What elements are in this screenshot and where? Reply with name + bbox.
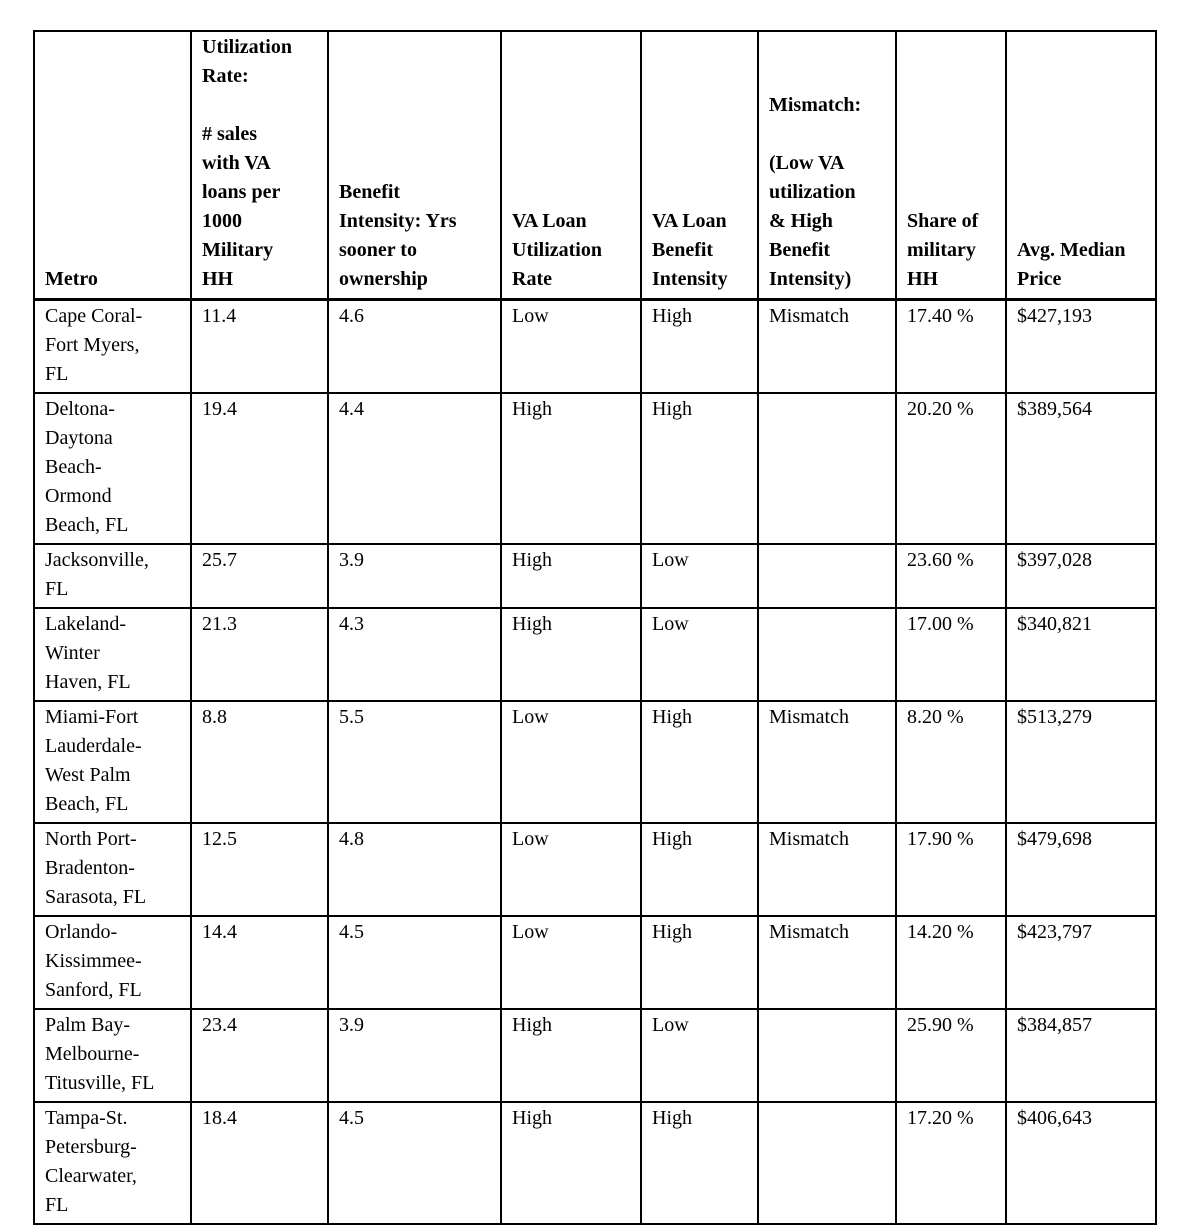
cell-va-loan-benefit-intensity: Low: [640, 543, 759, 609]
cell-avg-median-price: $513,279: [1005, 700, 1157, 824]
cell-share-military-hh: 17.00 %: [895, 607, 1007, 702]
cell-va-loan-benefit-intensity: High: [640, 915, 759, 1010]
header-va-loan-utilization-rate: VA Loan Utilization Rate: [500, 30, 642, 301]
cell-metro: Deltona- Daytona Beach- Ormond Beach, FL: [33, 392, 192, 545]
cell-mismatch: Mismatch: [757, 298, 897, 394]
header-benefit-intensity: Benefit Intensity: Yrs sooner to ownersh…: [327, 30, 502, 301]
cell-avg-median-price: $340,821: [1005, 607, 1157, 702]
cell-share-military-hh: 20.20 %: [895, 392, 1007, 545]
cell-va-loan-utilization-rate: Low: [500, 700, 642, 824]
cell-mismatch: [757, 607, 897, 702]
cell-metro: Miami-Fort Lauderdale- West Palm Beach, …: [33, 700, 192, 824]
cell-utilization-rate: 25.7: [190, 543, 329, 609]
cell-va-loan-utilization-rate: High: [500, 607, 642, 702]
cell-benefit-intensity: 3.9: [327, 1008, 502, 1103]
table-row: Lakeland- Winter Haven, FL 21.3 4.3 High…: [33, 607, 1157, 702]
cell-benefit-intensity: 4.8: [327, 822, 502, 917]
cell-utilization-rate: 8.8: [190, 700, 329, 824]
cell-mismatch: Mismatch: [757, 700, 897, 824]
cell-utilization-rate: 21.3: [190, 607, 329, 702]
cell-va-loan-utilization-rate: High: [500, 392, 642, 545]
cell-metro: Lakeland- Winter Haven, FL: [33, 607, 192, 702]
cell-share-military-hh: 17.90 %: [895, 822, 1007, 917]
cell-va-loan-utilization-rate: Low: [500, 915, 642, 1010]
va-loan-metro-table: Metro Utilization Rate: # sales with VA …: [33, 30, 1157, 1225]
header-utilization-rate: Utilization Rate: # sales with VA loans …: [190, 30, 329, 301]
header-row: Metro Utilization Rate: # sales with VA …: [33, 30, 1157, 301]
header-metro: Metro: [33, 30, 192, 301]
cell-share-military-hh: 14.20 %: [895, 915, 1007, 1010]
cell-metro: Tampa-St. Petersburg- Clearwater, FL: [33, 1101, 192, 1225]
cell-va-loan-benefit-intensity: High: [640, 1101, 759, 1225]
cell-share-military-hh: 25.90 %: [895, 1008, 1007, 1103]
cell-va-loan-benefit-intensity: Low: [640, 607, 759, 702]
cell-benefit-intensity: 3.9: [327, 543, 502, 609]
cell-avg-median-price: $423,797: [1005, 915, 1157, 1010]
cell-utilization-rate: 12.5: [190, 822, 329, 917]
cell-va-loan-utilization-rate: High: [500, 543, 642, 609]
cell-avg-median-price: $389,564: [1005, 392, 1157, 545]
cell-va-loan-utilization-rate: High: [500, 1008, 642, 1103]
cell-mismatch: [757, 1101, 897, 1225]
header-mismatch: Mismatch: (Low VA utilization & High Ben…: [757, 30, 897, 301]
cell-benefit-intensity: 5.5: [327, 700, 502, 824]
cell-mismatch: [757, 1008, 897, 1103]
cell-metro: Cape Coral- Fort Myers, FL: [33, 298, 192, 394]
cell-benefit-intensity: 4.5: [327, 915, 502, 1010]
cell-va-loan-benefit-intensity: High: [640, 392, 759, 545]
cell-benefit-intensity: 4.6: [327, 298, 502, 394]
table-row: Jacksonville, FL 25.7 3.9 High Low 23.60…: [33, 543, 1157, 609]
table-row: Deltona- Daytona Beach- Ormond Beach, FL…: [33, 392, 1157, 545]
header-share-military-hh: Share of military HH: [895, 30, 1007, 301]
cell-mismatch: Mismatch: [757, 915, 897, 1010]
table-row: Orlando- Kissimmee- Sanford, FL 14.4 4.5…: [33, 915, 1157, 1010]
cell-va-loan-utilization-rate: Low: [500, 298, 642, 394]
cell-utilization-rate: 14.4: [190, 915, 329, 1010]
cell-mismatch: Mismatch: [757, 822, 897, 917]
cell-metro: Jacksonville, FL: [33, 543, 192, 609]
header-va-loan-benefit-intensity: VA Loan Benefit Intensity: [640, 30, 759, 301]
cell-va-loan-benefit-intensity: High: [640, 700, 759, 824]
table-row: Palm Bay- Melbourne- Titusville, FL 23.4…: [33, 1008, 1157, 1103]
cell-utilization-rate: 11.4: [190, 298, 329, 394]
cell-benefit-intensity: 4.4: [327, 392, 502, 545]
cell-mismatch: [757, 543, 897, 609]
cell-avg-median-price: $479,698: [1005, 822, 1157, 917]
cell-utilization-rate: 18.4: [190, 1101, 329, 1225]
cell-va-loan-utilization-rate: High: [500, 1101, 642, 1225]
table-row: North Port- Bradenton- Sarasota, FL 12.5…: [33, 822, 1157, 917]
cell-avg-median-price: $397,028: [1005, 543, 1157, 609]
cell-metro: Orlando- Kissimmee- Sanford, FL: [33, 915, 192, 1010]
cell-share-military-hh: 17.20 %: [895, 1101, 1007, 1225]
header-avg-median-price: Avg. Median Price: [1005, 30, 1157, 301]
cell-share-military-hh: 23.60 %: [895, 543, 1007, 609]
table-row: Miami-Fort Lauderdale- West Palm Beach, …: [33, 700, 1157, 824]
cell-metro: Palm Bay- Melbourne- Titusville, FL: [33, 1008, 192, 1103]
cell-share-military-hh: 17.40 %: [895, 298, 1007, 394]
cell-va-loan-benefit-intensity: Low: [640, 1008, 759, 1103]
cell-metro: North Port- Bradenton- Sarasota, FL: [33, 822, 192, 917]
table-row: Cape Coral- Fort Myers, FL 11.4 4.6 Low …: [33, 298, 1157, 394]
table-row: Tampa-St. Petersburg- Clearwater, FL 18.…: [33, 1101, 1157, 1225]
cell-avg-median-price: $427,193: [1005, 298, 1157, 394]
cell-mismatch: [757, 392, 897, 545]
cell-avg-median-price: $406,643: [1005, 1101, 1157, 1225]
cell-va-loan-benefit-intensity: High: [640, 822, 759, 917]
cell-utilization-rate: 19.4: [190, 392, 329, 545]
cell-benefit-intensity: 4.5: [327, 1101, 502, 1225]
cell-share-military-hh: 8.20 %: [895, 700, 1007, 824]
cell-utilization-rate: 23.4: [190, 1008, 329, 1103]
cell-va-loan-utilization-rate: Low: [500, 822, 642, 917]
cell-va-loan-benefit-intensity: High: [640, 298, 759, 394]
cell-avg-median-price: $384,857: [1005, 1008, 1157, 1103]
cell-benefit-intensity: 4.3: [327, 607, 502, 702]
